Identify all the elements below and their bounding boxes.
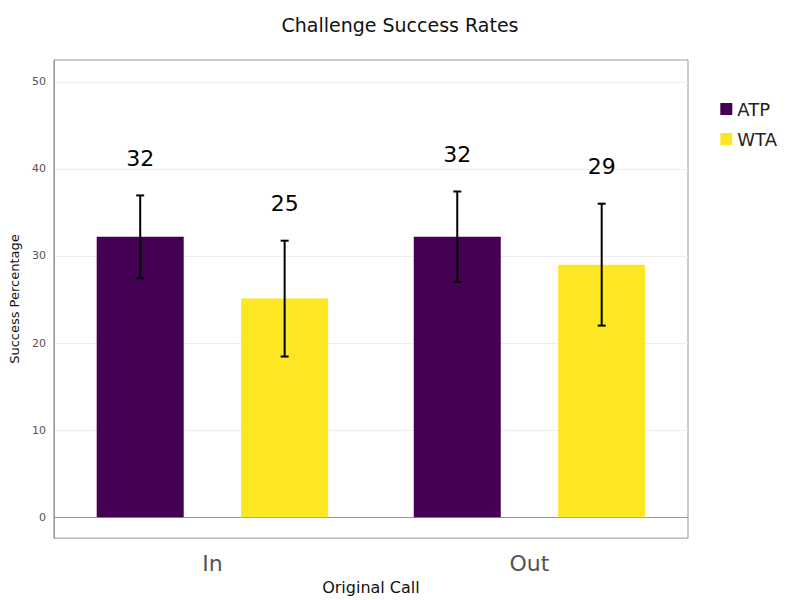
svg-text:ATP: ATP [737,99,770,120]
svg-text:30: 30 [32,249,46,262]
svg-text:50: 50 [32,75,46,88]
svg-text:20: 20 [32,337,46,350]
svg-text:In: In [202,551,222,576]
svg-text:32: 32 [443,142,471,167]
svg-text:Out: Out [510,551,550,576]
svg-text:29: 29 [588,154,616,179]
svg-text:Success Percentage: Success Percentage [7,234,22,364]
svg-text:10: 10 [32,424,46,437]
svg-text:32: 32 [126,146,154,171]
svg-text:Challenge Success Rates: Challenge Success Rates [281,14,518,36]
svg-text:WTA: WTA [737,129,777,150]
svg-text:0: 0 [39,511,46,524]
svg-text:40: 40 [32,162,46,175]
svg-text:Original Call: Original Call [322,578,420,597]
svg-text:25: 25 [271,191,299,216]
